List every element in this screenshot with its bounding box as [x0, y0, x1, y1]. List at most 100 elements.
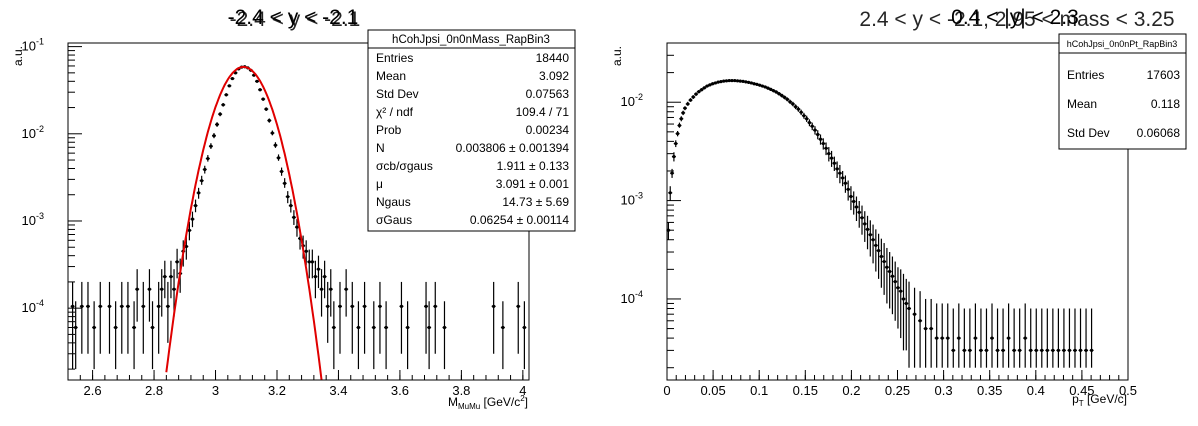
mass-marker	[338, 304, 342, 308]
mass-marker	[522, 325, 526, 330]
pt-marker	[674, 141, 678, 146]
pt-marker	[876, 249, 881, 253]
mass-data-point	[162, 260, 167, 299]
pt-data-point	[812, 126, 817, 135]
pt-marker	[865, 227, 870, 231]
pt-data-point	[785, 97, 790, 102]
stats-row-value: 0.07563	[526, 87, 570, 101]
mass-data-point	[193, 199, 198, 213]
pt-data-point	[1034, 308, 1039, 368]
pt-marker	[813, 128, 817, 132]
mass-marker	[197, 191, 201, 195]
pt-x-ticks: 0 0.05 0.1 0.15 0.2 0.25 0.3 0.35 0.4 0.45 0.5	[663, 370, 1137, 398]
mass-y-tick-label: 10-4	[22, 298, 44, 315]
pt-data-point	[763, 85, 768, 89]
mass-data-point	[202, 165, 207, 174]
stats-row-value: 0.06254 ± 0.00114	[470, 213, 569, 227]
mass-data-point	[516, 281, 521, 354]
mass-data-point	[322, 260, 327, 299]
mass-data-point	[310, 249, 315, 279]
pt-data-point	[923, 298, 928, 368]
pt-data-point	[666, 222, 671, 240]
pt-data-point	[1023, 303, 1028, 368]
pt-marker	[879, 254, 883, 259]
mass-marker	[193, 204, 198, 208]
mass-marker	[163, 275, 167, 279]
pt-data-point	[793, 104, 798, 110]
mass-marker	[350, 304, 354, 308]
stats-row-label: Mean	[1067, 97, 1097, 111]
pt-data-point	[1006, 303, 1011, 368]
stats-row-label: σGaus	[376, 213, 412, 227]
pt-data-point	[848, 186, 853, 211]
pt-y-label: a.u.	[610, 46, 624, 66]
mass-x-tick-label: 2.8	[145, 383, 163, 398]
mass-marker	[286, 195, 290, 199]
pt-marker	[904, 301, 908, 306]
mass-y-tick-label: 10-1	[22, 37, 44, 54]
pt-data-point	[782, 95, 787, 100]
mass-marker	[86, 304, 90, 308]
pt-marker	[697, 90, 701, 94]
pt-marker	[846, 187, 850, 191]
mass-data-point	[316, 255, 321, 289]
mass-data-point	[119, 281, 124, 354]
pt-marker	[882, 259, 886, 264]
pt-y-tick-label: 10-3	[621, 191, 643, 208]
mass-marker	[267, 118, 271, 123]
pt-marker	[1029, 348, 1033, 352]
pt-data-point	[1067, 308, 1072, 368]
stats-row-value: 109.4 / 71	[516, 105, 570, 119]
mass-marker	[209, 144, 213, 148]
pt-marker	[805, 117, 809, 121]
mass-marker	[310, 260, 314, 264]
mass-data-point	[156, 281, 161, 354]
mass-marker	[200, 179, 204, 183]
mass-marker	[406, 325, 410, 330]
pt-marker	[777, 92, 781, 96]
pt-data-point	[865, 215, 870, 250]
mass-marker	[427, 325, 431, 330]
pt-data-point	[815, 130, 820, 140]
mass-marker	[424, 304, 428, 308]
pt-y-ticks: 10-4 10-3 10-2	[621, 42, 681, 369]
pt-x-tick-label: 0.25	[885, 383, 910, 398]
pt-data-point	[826, 147, 831, 162]
mass-marker	[264, 107, 268, 111]
pt-data-point	[807, 119, 812, 127]
pt-marker	[807, 121, 812, 125]
mass-x-tick-label: 3.4	[329, 383, 347, 398]
mass-data-point	[325, 281, 330, 343]
mass-marker	[433, 304, 437, 308]
pt-marker	[1062, 348, 1066, 352]
mass-marker	[132, 325, 136, 330]
pt-data-point	[694, 92, 699, 96]
pt-data-point	[890, 256, 895, 315]
pt-marker	[1051, 348, 1055, 352]
mass-marker	[160, 287, 164, 291]
mass-marker	[399, 304, 404, 308]
pt-marker	[984, 348, 989, 352]
pt-data-point	[940, 303, 945, 368]
pt-data-point	[962, 308, 967, 368]
pt-marker	[893, 280, 897, 284]
pt-data-point	[1056, 308, 1061, 368]
mass-data-point	[175, 248, 180, 279]
mass-data-point	[98, 281, 103, 354]
pt-marker	[829, 156, 834, 160]
mass-data-point	[331, 301, 336, 370]
pt-data-point	[907, 281, 912, 368]
pt-marker	[863, 222, 867, 226]
pt-data-point	[901, 273, 906, 351]
pt-marker	[802, 114, 806, 118]
mass-marker	[276, 156, 281, 160]
mass-marker	[126, 304, 130, 308]
mass-marker	[172, 287, 176, 291]
pt-marker	[857, 210, 861, 214]
mass-marker	[187, 228, 191, 232]
pt-x-tick-label: 0.45	[1069, 383, 1094, 398]
pt-marker	[854, 205, 859, 209]
mass-data-point	[270, 130, 275, 136]
pt-marker	[957, 336, 961, 340]
